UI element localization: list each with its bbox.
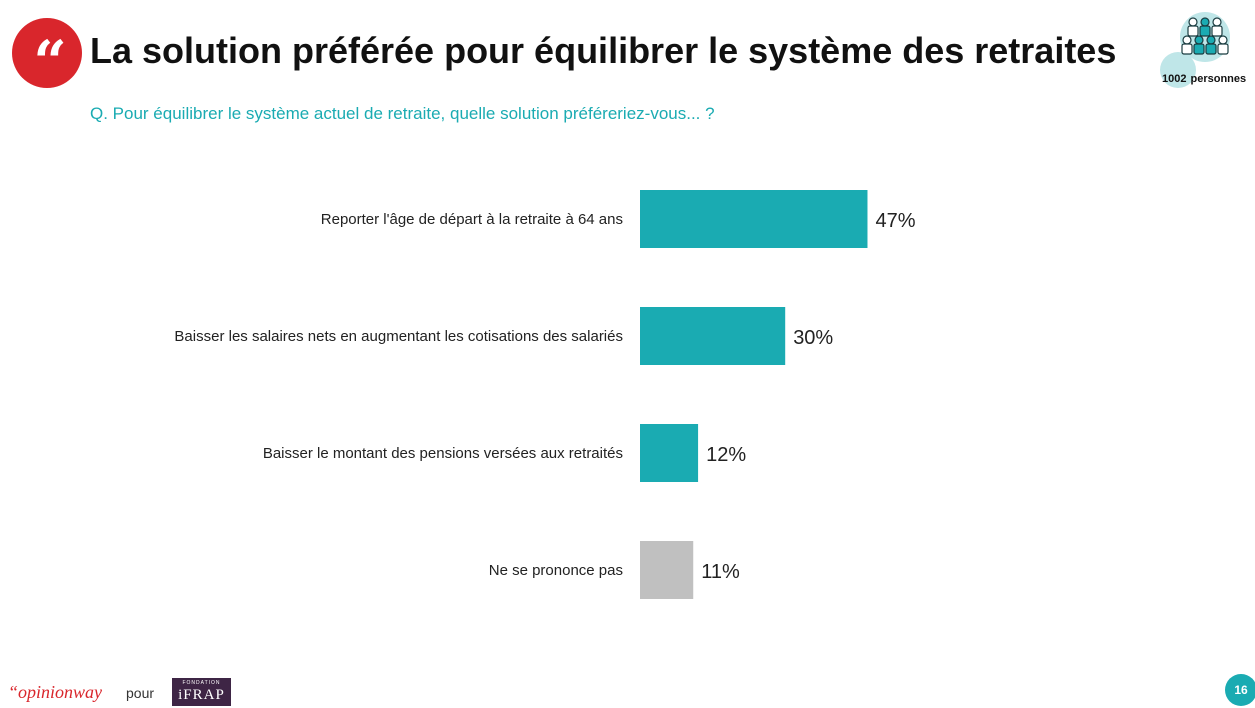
bar-chart: Reporter l'âge de départ à la retraite à… <box>0 150 1255 630</box>
sample-unit: personnes <box>1190 73 1247 85</box>
page-number: 16 <box>1225 674 1255 706</box>
bar-chart-svg: Reporter l'âge de départ à la retraite à… <box>174 190 916 599</box>
category-label-4: Ne se prononce pas <box>489 562 623 579</box>
ifrap-logo-text: iFRAP <box>178 687 225 703</box>
bar-3 <box>640 424 699 482</box>
footer-pour-text: pour <box>126 685 155 701</box>
value-label-4: 11% <box>701 561 740 583</box>
page-title: La solution préférée pour équilibrer le … <box>90 30 1117 71</box>
category-label-3: Baisser le montant des pensions versées … <box>263 445 623 462</box>
opinionway-logo: “opinionway <box>8 682 103 702</box>
value-label-1: 47% <box>875 210 915 232</box>
bar-4 <box>640 541 694 599</box>
sample-circle <box>1160 52 1196 88</box>
category-label-2: Baisser les salaires nets en augmentant … <box>174 328 623 345</box>
survey-question: Q. Pour équilibrer le système actuel de … <box>90 104 715 123</box>
sample-size-text: 1002 personnes <box>1162 73 1246 85</box>
ifrap-logo: FONDATION iFRAP <box>172 678 231 706</box>
bar-2 <box>640 307 786 365</box>
ifrap-logo-caption: FONDATION <box>182 680 221 686</box>
category-label-1: Reporter l'âge de départ à la retraite à… <box>321 211 623 228</box>
sample-count: 1002 <box>1162 73 1187 85</box>
sample-size-badge: 1002 personnes <box>1160 12 1255 98</box>
quote-glyph: “ <box>33 28 66 96</box>
value-label-3: 12% <box>706 444 746 466</box>
quote-logo-icon: “ <box>12 18 82 96</box>
people-group-icon <box>1180 12 1230 62</box>
bar-1 <box>640 190 868 248</box>
value-label-2: 30% <box>793 327 833 349</box>
